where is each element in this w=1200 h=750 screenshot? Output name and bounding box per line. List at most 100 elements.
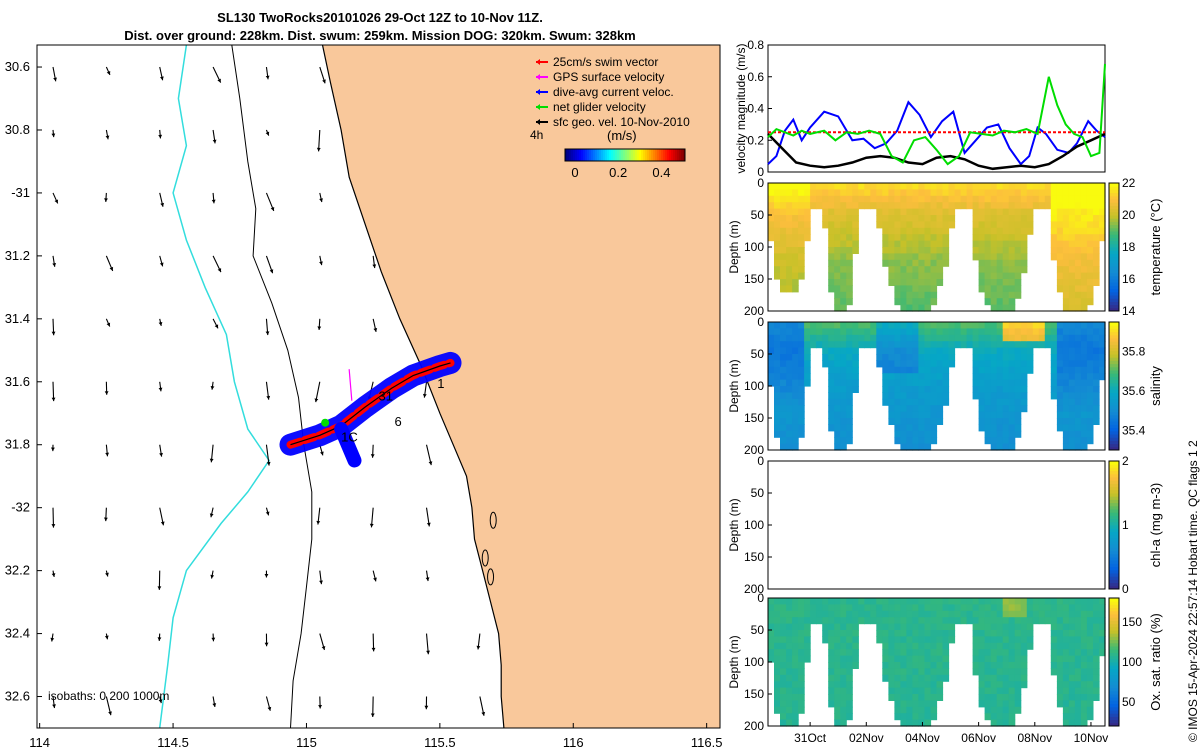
colorbar-cell [651, 149, 654, 161]
sfc-velocity-arrowhead [267, 706, 272, 711]
dive-avg-track-branch [334, 421, 362, 468]
colorbar-cell [653, 149, 656, 161]
net-track [290, 362, 451, 446]
sfc-velocity-arrowhead [158, 321, 163, 326]
sfc-velocity-arrowhead [319, 198, 323, 203]
sfc-velocity-arrowhead [265, 75, 270, 80]
colorbar-cell [683, 149, 686, 161]
colorbar-cell [667, 149, 670, 161]
island [487, 568, 495, 586]
colorbar-cell [581, 149, 584, 161]
isobath-200m [231, 45, 313, 728]
sfc-velocity-arrowhead [51, 397, 56, 402]
sfc-velocity-arrowhead [425, 577, 430, 582]
isobath-label: isobaths: 0 200 1000m [48, 689, 169, 703]
figure-title-line2: Dist. over ground: 228km. Dist. swum: 25… [124, 28, 636, 43]
colorbar-cell [605, 149, 608, 161]
colorbar-cell [577, 149, 580, 161]
sfc-velocity-arrowhead [103, 517, 108, 522]
sfc-velocity-arrowhead [160, 521, 165, 526]
sfc-velocity-arrowhead [319, 580, 323, 585]
sfc-velocity-arrowhead [109, 266, 114, 271]
sfc-velocity-arrowhead [104, 198, 108, 202]
colorbar-cell [639, 149, 642, 161]
colorbar-cell [587, 149, 590, 161]
map-xtick-label: 115 [296, 735, 317, 750]
sfc-velocity-arrowhead [51, 133, 56, 138]
net-velocity-marker [321, 418, 330, 427]
sfc-velocity-arrowhead [210, 574, 215, 579]
sfc-velocity-arrowhead [51, 331, 56, 336]
colorbar-cell [603, 149, 606, 161]
sfc-velocity-arrowhead [158, 699, 163, 704]
colorbar-cell [597, 149, 600, 161]
map-ytick-label: 32.6 [5, 689, 30, 704]
colorbar-cell [565, 149, 568, 161]
colorbar-cell [601, 149, 604, 161]
colorbar-cell [669, 149, 672, 161]
sfc-velocity-arrowhead [422, 393, 427, 398]
coastline [321, 45, 505, 728]
map-colorbar: 0 0.2 0.4 [564, 148, 686, 180]
sfc-velocity-arrowhead [264, 642, 269, 647]
map-ytick-label: 31.4 [5, 311, 30, 326]
legend-swatch-arrow [536, 74, 540, 80]
colorbar-tick-label: 0.4 [652, 165, 670, 180]
colorbar-cell [571, 149, 574, 161]
colorbar-cell [625, 149, 628, 161]
colorbar-cell [569, 149, 572, 161]
colorbar-frame [564, 148, 686, 162]
colorbar-cell [647, 149, 650, 161]
sfc-velocity-arrowhead [212, 139, 217, 144]
sfc-velocity-arrowhead [158, 387, 163, 392]
sfc-velocity-arrowhead [426, 650, 430, 655]
sfc-velocity-arrowhead [316, 147, 321, 152]
colorbar-cell [567, 149, 570, 161]
legend-swatch-arrow [536, 59, 540, 65]
sfc-velocity-arrowhead [369, 523, 374, 528]
colorbar-cell [593, 149, 596, 161]
sfc-velocity-arrowhead [264, 573, 269, 578]
sfc-velocity-arrowhead [50, 637, 55, 642]
sfc-velocity-arrowhead [321, 646, 326, 650]
map-ytick-label: 31.8 [5, 437, 30, 452]
sfc-velocity-arrowhead [481, 711, 486, 716]
map-xtick-label: 116 [563, 735, 584, 750]
sfc-velocity-arrowhead [105, 135, 110, 140]
sfc-velocity-arrowhead [316, 520, 321, 525]
colorbar-cell [665, 149, 668, 161]
legend-label: sfc geo. vel. 10-Nov-2010 [553, 115, 690, 129]
sfc-velocity-vector [318, 129, 321, 152]
colorbar-cell [619, 149, 622, 161]
sfc-velocity-arrowhead [159, 452, 163, 457]
sfc-velocity-arrowhead [318, 704, 322, 709]
sfc-velocity-arrowhead [426, 522, 431, 527]
sfc-velocity-arrowhead [373, 577, 377, 582]
map-ytick-label: 30.6 [5, 59, 30, 74]
colorbar-cell [623, 149, 626, 161]
map-ytick-label: 30.8 [5, 122, 30, 137]
sfc-velocity-arrowhead [54, 199, 59, 204]
sfc-velocity-arrowhead [265, 131, 270, 136]
colorbar-cell [641, 149, 644, 161]
sfc-velocity-arrowhead [51, 447, 55, 452]
legend-swatch-arrow [536, 104, 540, 110]
legend-label: dive-avg current veloc. [553, 85, 674, 99]
sfc-velocity-arrowhead [106, 70, 111, 75]
colorbar-cell [629, 149, 632, 161]
sfc-velocity-arrowhead [370, 454, 375, 458]
colorbar-cell [607, 149, 610, 161]
legend-swatch-arrow [536, 89, 540, 95]
colorbar-cell [681, 149, 684, 161]
sfc-velocity-arrowhead [210, 385, 215, 390]
map-ytick-label: 32.4 [5, 626, 30, 641]
colorbar-cell [621, 149, 624, 161]
colorbar-cell [627, 149, 630, 161]
sfc-velocity-arrowhead [157, 637, 162, 641]
sfc-velocity-arrowhead [159, 262, 164, 267]
sfc-velocity-arrowhead [211, 199, 216, 204]
credit-text: © IMOS 15-Apr-2024 22:57:14 Hobart time.… [1186, 440, 1200, 742]
sfc-velocity-arrowhead [373, 328, 378, 332]
